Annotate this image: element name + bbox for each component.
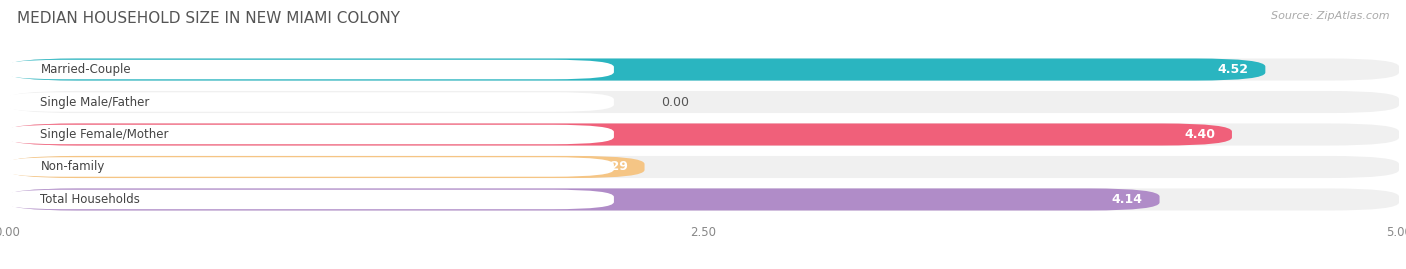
Text: 4.40: 4.40	[1184, 128, 1215, 141]
Text: Single Male/Father: Single Male/Father	[41, 95, 150, 108]
FancyBboxPatch shape	[7, 156, 644, 178]
FancyBboxPatch shape	[7, 188, 1160, 211]
FancyBboxPatch shape	[1, 190, 614, 209]
FancyBboxPatch shape	[1, 92, 614, 112]
FancyBboxPatch shape	[7, 91, 1399, 113]
Text: 2.29: 2.29	[598, 161, 628, 174]
Text: Non-family: Non-family	[41, 161, 105, 174]
FancyBboxPatch shape	[7, 58, 1399, 81]
FancyBboxPatch shape	[7, 188, 1399, 211]
FancyBboxPatch shape	[7, 156, 1399, 178]
FancyBboxPatch shape	[1, 157, 614, 177]
FancyBboxPatch shape	[7, 123, 1232, 146]
Text: 4.52: 4.52	[1218, 63, 1249, 76]
FancyBboxPatch shape	[7, 58, 1265, 81]
FancyBboxPatch shape	[7, 123, 1399, 146]
FancyBboxPatch shape	[1, 125, 614, 144]
Text: 0.00: 0.00	[661, 95, 689, 108]
Text: 4.14: 4.14	[1112, 193, 1143, 206]
Text: Total Households: Total Households	[41, 193, 141, 206]
FancyBboxPatch shape	[1, 60, 614, 79]
Text: Married-Couple: Married-Couple	[41, 63, 131, 76]
Text: Source: ZipAtlas.com: Source: ZipAtlas.com	[1271, 11, 1389, 21]
Text: MEDIAN HOUSEHOLD SIZE IN NEW MIAMI COLONY: MEDIAN HOUSEHOLD SIZE IN NEW MIAMI COLON…	[17, 11, 399, 26]
Text: Single Female/Mother: Single Female/Mother	[41, 128, 169, 141]
